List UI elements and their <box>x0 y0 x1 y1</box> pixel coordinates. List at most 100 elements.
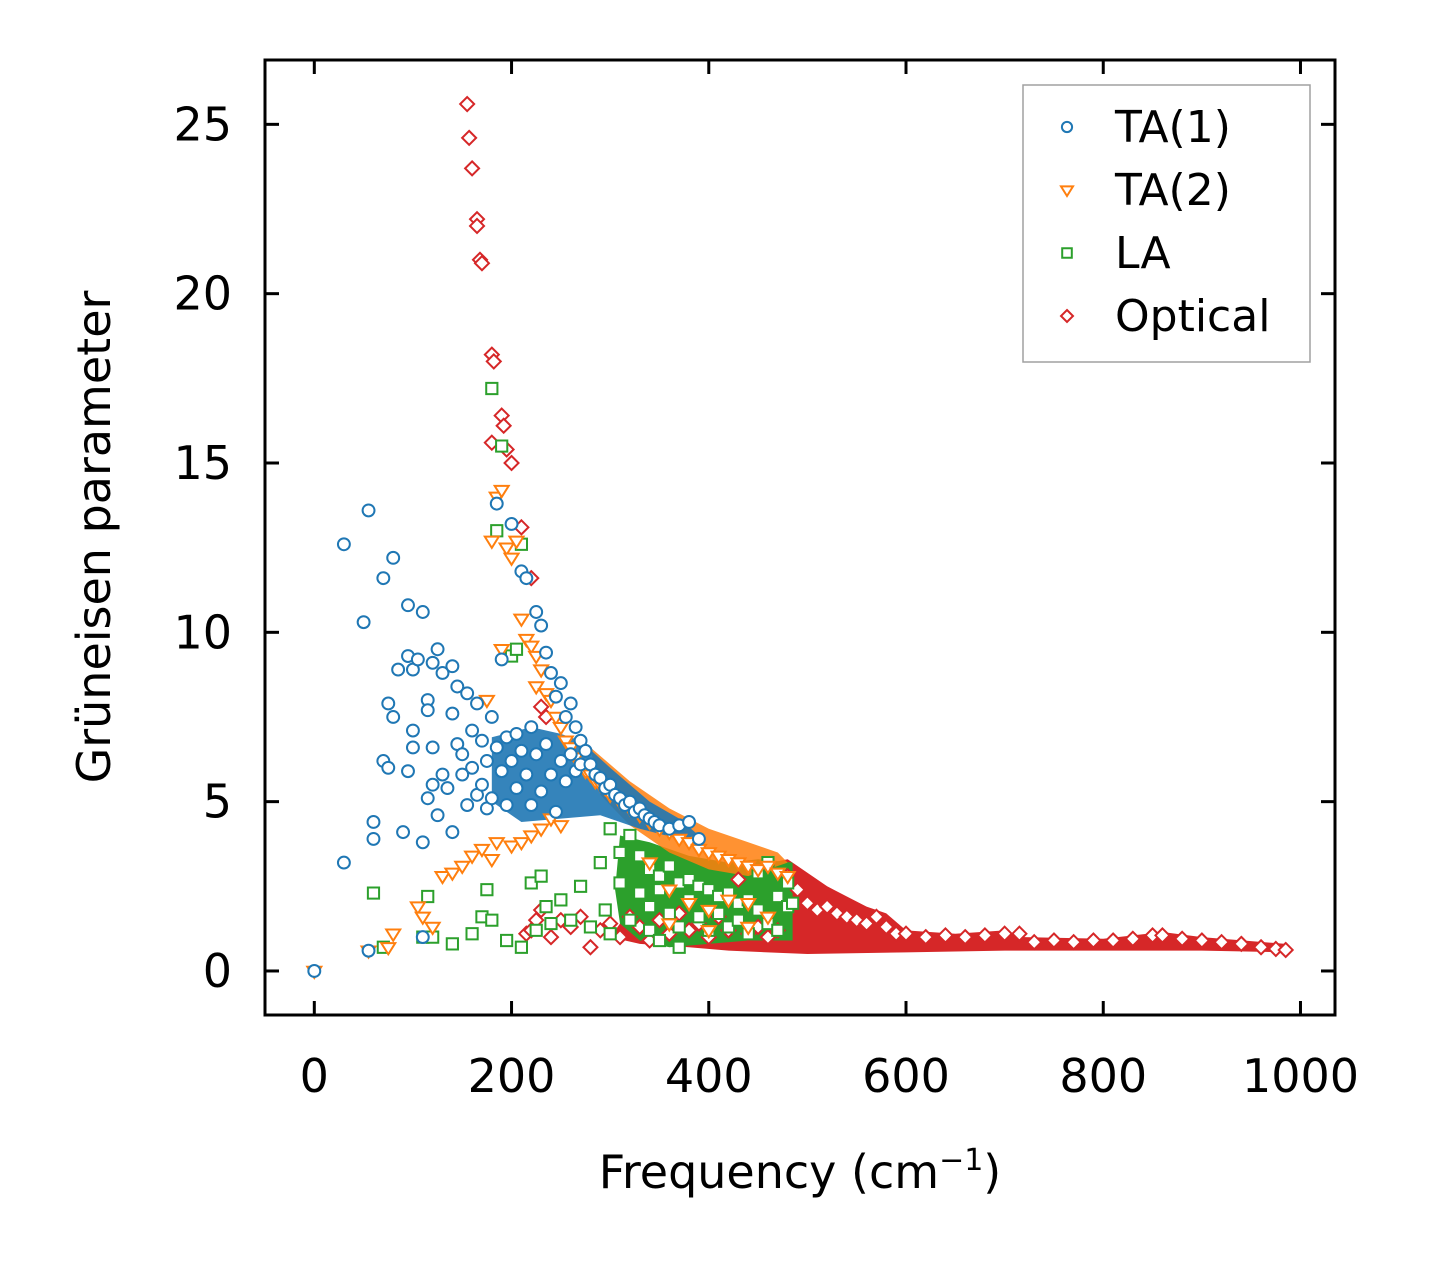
data-point <box>425 740 440 755</box>
data-point <box>759 860 777 875</box>
data-point <box>712 906 726 921</box>
data-point <box>564 913 578 927</box>
data-point <box>1084 932 1102 949</box>
y-tick-label: 20 <box>173 267 232 321</box>
data-point <box>433 870 452 886</box>
data-point <box>455 747 470 762</box>
data-point <box>465 723 480 738</box>
data-point <box>494 652 509 667</box>
data-point <box>699 925 718 940</box>
data-point <box>480 883 494 897</box>
data-point <box>553 754 568 768</box>
data-point <box>413 911 432 926</box>
x-tick-label: 0 <box>300 1049 329 1103</box>
data-point <box>623 913 637 927</box>
data-point <box>1045 932 1063 949</box>
data-point <box>660 918 679 933</box>
data-point <box>504 754 519 768</box>
data-point <box>729 871 747 888</box>
data-point <box>492 644 511 659</box>
data-point <box>524 798 539 812</box>
data-point <box>1104 932 1122 949</box>
data-point <box>445 706 460 721</box>
data-point <box>868 908 885 926</box>
data-point <box>529 605 544 619</box>
data-point <box>494 764 509 779</box>
data-point <box>524 876 538 890</box>
data-point <box>463 159 481 177</box>
data-point <box>514 940 529 954</box>
data-point <box>396 825 411 840</box>
legend: TA(1) TA(2) LA Optical <box>1022 84 1311 363</box>
data-point <box>552 721 570 737</box>
data-point <box>391 662 406 677</box>
x-axis-label-superscript: −1 <box>939 1143 983 1178</box>
legend-label: TA(1) <box>1114 102 1231 153</box>
data-point <box>680 898 698 913</box>
data-point <box>475 777 489 792</box>
data-point <box>739 921 758 936</box>
data-point <box>552 820 570 835</box>
data-point <box>643 900 657 914</box>
data-point <box>366 886 381 900</box>
data-point <box>386 710 401 724</box>
data-point <box>455 767 470 782</box>
data-point <box>568 720 583 735</box>
data-point <box>556 735 575 750</box>
data-point <box>423 921 442 936</box>
data-point <box>490 524 504 538</box>
data-point <box>976 927 994 944</box>
data-point <box>828 904 846 922</box>
data-point <box>640 857 659 872</box>
data-point <box>692 910 706 924</box>
data-point <box>956 928 974 946</box>
data-point <box>798 894 816 912</box>
legend-label: TA(2) <box>1114 165 1231 216</box>
data-point <box>517 633 536 648</box>
data-point <box>539 737 554 752</box>
y-axis-label: Grüneisen parameter <box>67 290 121 783</box>
data-point <box>410 652 425 667</box>
data-point <box>409 901 427 916</box>
data-point <box>759 911 777 926</box>
data-point <box>420 791 435 806</box>
data-point <box>485 913 499 927</box>
data-point <box>443 867 462 882</box>
data-point <box>623 828 637 843</box>
series-optical <box>458 95 1295 959</box>
data-point <box>1267 940 1285 958</box>
data-point <box>532 823 550 838</box>
data-point <box>465 760 480 775</box>
data-point <box>495 417 513 435</box>
data-point <box>425 777 440 792</box>
data-point <box>937 927 954 944</box>
data-point <box>381 696 396 711</box>
data-point <box>504 517 519 531</box>
data-point <box>366 831 381 846</box>
data-point <box>1232 935 1250 953</box>
data-point <box>489 740 504 755</box>
data-point <box>672 940 686 954</box>
data-point <box>534 618 549 633</box>
data-point <box>463 850 481 865</box>
data-point <box>553 676 568 691</box>
data-point <box>818 898 836 916</box>
data-point <box>420 703 435 718</box>
data-point <box>719 894 738 909</box>
data-point <box>524 720 539 735</box>
data-point <box>440 781 455 796</box>
data-point <box>366 815 381 829</box>
data-point <box>483 535 501 550</box>
data-point <box>405 740 420 755</box>
data-point <box>603 927 617 941</box>
data-point <box>386 550 401 565</box>
data-point <box>544 767 558 782</box>
data-point <box>336 537 351 552</box>
data-point <box>858 915 875 932</box>
data-point <box>401 764 415 779</box>
data-point <box>613 876 627 890</box>
data-point <box>582 938 599 956</box>
data-point <box>786 896 800 910</box>
data-point <box>691 831 706 846</box>
data-point <box>460 798 475 812</box>
